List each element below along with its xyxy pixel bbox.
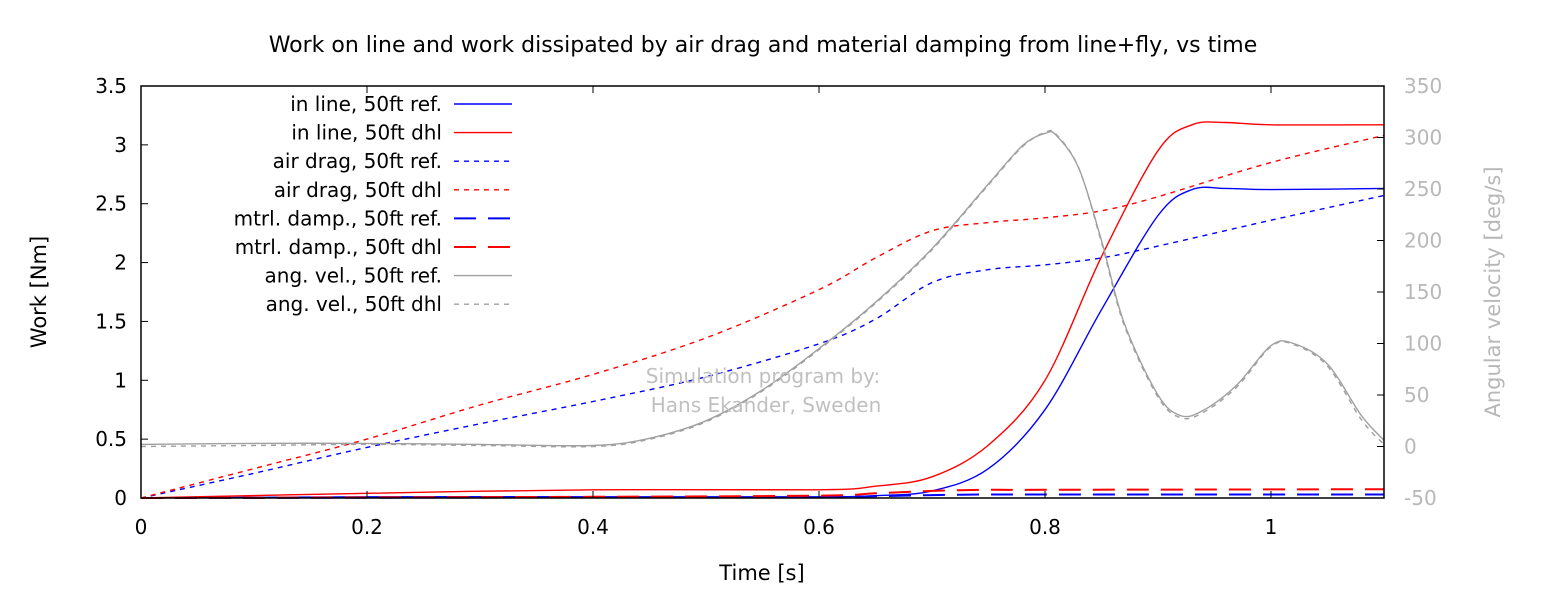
y-tick-label: 2.5 [95, 192, 127, 216]
legend-label: air drag, 50ft ref. [273, 149, 442, 173]
y2-tick-label: 150 [1404, 280, 1442, 304]
legend-label: ang. vel., 50ft ref. [265, 264, 442, 288]
y-tick-label: 2 [114, 251, 127, 275]
x-tick-label: 1 [1265, 515, 1278, 539]
x-tick-label: 0.2 [351, 515, 383, 539]
x-tick-label: 0.6 [803, 515, 835, 539]
legend-label: ang. vel., 50ft dhl [266, 292, 442, 316]
y-tick-label: 0 [114, 486, 127, 510]
series-line-7 [140, 130, 1385, 447]
y2-axis: -50 0 50 100 150 200 250 300 350 [1377, 74, 1442, 510]
watermark-line-2: Hans Ekander, Sweden [651, 393, 882, 417]
x-tick-label: 0.8 [1029, 515, 1061, 539]
x-axis: 0 0.2 0.4 0.6 0.8 1 [135, 86, 1278, 539]
y-axis: 0 0.5 1 1.5 2 2.5 3 3.5 [95, 74, 148, 510]
legend-label: mtrl. damp., 50ft ref. [234, 206, 442, 230]
y-tick-label: 3 [114, 133, 127, 157]
y2-tick-label: 100 [1404, 332, 1442, 356]
y-tick-label: 1 [114, 368, 127, 392]
y-tick-label: 0.5 [95, 427, 127, 451]
legend-label: in line, 50ft dhl [291, 121, 442, 145]
legend-label: air drag, 50ft dhl [274, 178, 442, 202]
watermark-line-1: Simulation program by: [646, 364, 880, 388]
series-line-1 [140, 186, 1385, 499]
series-line-6 [140, 488, 1385, 499]
x-axis-label: Time [s] [718, 561, 804, 585]
y2-tick-label: 0 [1404, 435, 1417, 459]
y2-tick-label: 350 [1404, 74, 1442, 98]
series-line-2 [140, 121, 1385, 499]
x-tick-label: 0 [135, 515, 148, 539]
chart-title: Work on line and work dissipated by air … [269, 33, 1258, 58]
y2-tick-label: 50 [1404, 383, 1429, 407]
y2-axis-label: Angular velocity [deg/s] [1481, 166, 1505, 417]
y2-tick-label: 250 [1404, 177, 1442, 201]
y2-tick-label: 300 [1404, 126, 1442, 150]
legend-label: mtrl. damp., 50ft dhl [235, 235, 442, 259]
y-tick-label: 3.5 [95, 74, 127, 98]
y-axis-label: Work [Nm] [27, 236, 51, 348]
legend-label: in line, 50ft ref. [290, 92, 442, 116]
y2-tick-label: 200 [1404, 229, 1442, 253]
x-tick-label: 0.4 [577, 515, 609, 539]
legend: in line, 50ft ref. in line, 50ft dhl air d… [234, 92, 512, 316]
y2-tick-label: -50 [1404, 486, 1437, 510]
plot-lines [140, 121, 1385, 499]
series-line-4 [140, 134, 1385, 499]
y-tick-label: 1.5 [95, 309, 127, 333]
